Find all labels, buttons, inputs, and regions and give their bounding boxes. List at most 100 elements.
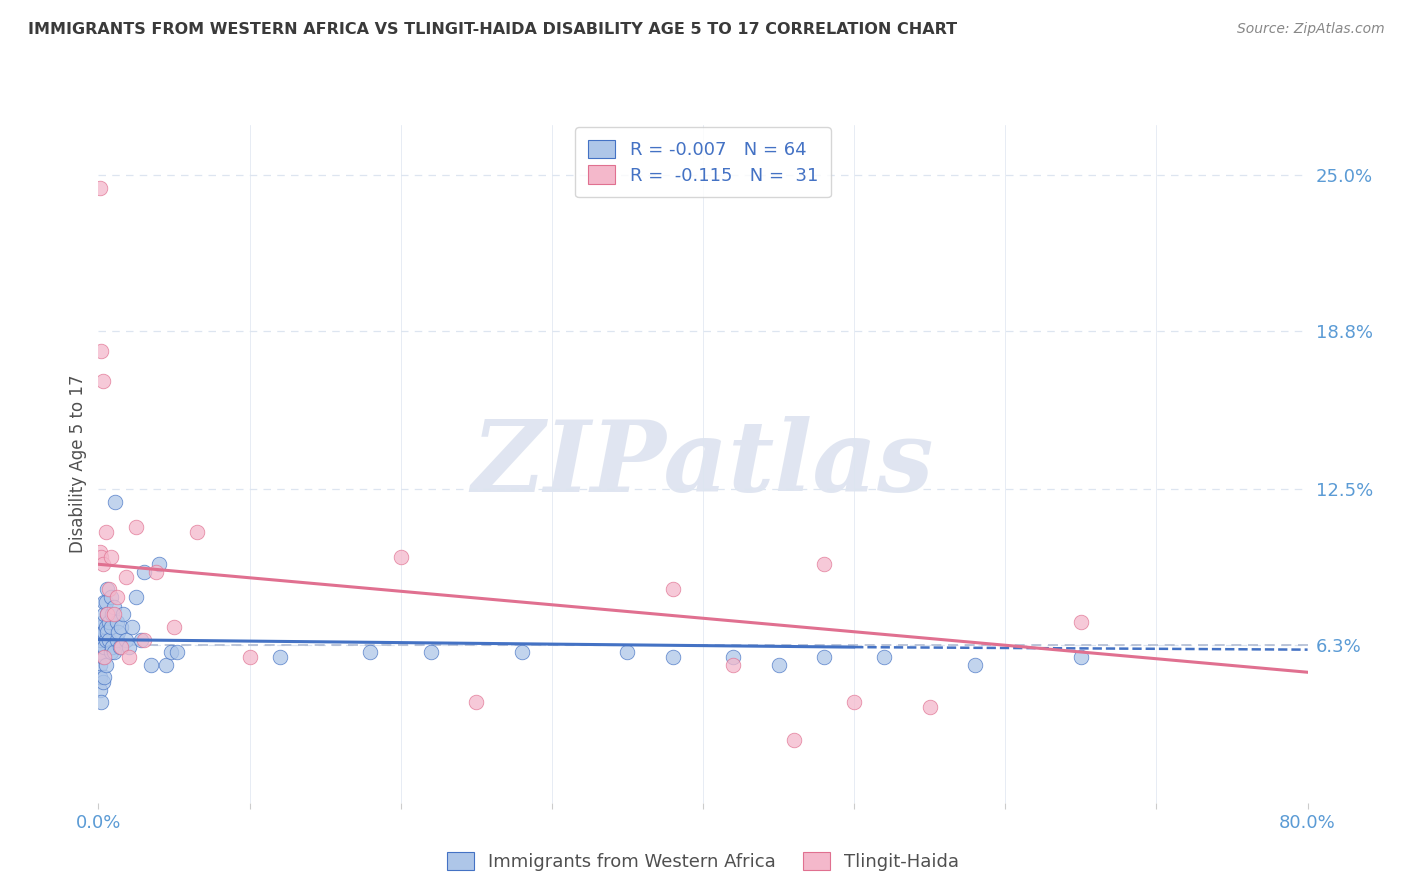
Point	[103, 599, 125, 614]
Point	[110, 620, 132, 634]
Point	[98, 632, 121, 647]
Point	[360, 645, 382, 659]
Point	[465, 695, 488, 709]
Point	[105, 590, 128, 604]
Point	[114, 632, 136, 647]
Point	[94, 620, 117, 634]
Point	[98, 582, 121, 597]
Point	[100, 620, 122, 634]
Point	[90, 695, 112, 709]
Point	[723, 657, 745, 672]
Point	[155, 657, 177, 672]
Point	[96, 625, 118, 640]
Point	[89, 682, 111, 697]
Point	[94, 657, 117, 672]
Text: IMMIGRANTS FROM WESTERN AFRICA VS TLINGIT-HAIDA DISABILITY AGE 5 TO 17 CORRELATI: IMMIGRANTS FROM WESTERN AFRICA VS TLINGI…	[28, 22, 957, 37]
Point	[89, 632, 111, 647]
Point	[96, 607, 118, 622]
Point	[145, 565, 167, 579]
Point	[101, 607, 124, 622]
Point	[100, 549, 122, 564]
Point	[132, 632, 155, 647]
Point	[1070, 650, 1092, 665]
Point	[90, 620, 112, 634]
Point	[160, 645, 183, 659]
Point	[89, 657, 111, 672]
Legend: R = -0.007   N = 64, R =  -0.115   N =  31: R = -0.007 N = 64, R = -0.115 N = 31	[575, 128, 831, 197]
Point	[118, 640, 141, 654]
Point	[105, 615, 128, 629]
Point	[90, 632, 112, 647]
Point	[90, 645, 112, 659]
Point	[269, 650, 291, 665]
Point	[89, 180, 111, 194]
Point	[93, 625, 115, 640]
Point	[813, 650, 835, 665]
Point	[186, 524, 208, 539]
Point	[918, 700, 941, 714]
Point	[141, 657, 163, 672]
Point	[98, 615, 121, 629]
Point	[118, 650, 141, 665]
Point	[91, 615, 114, 629]
Point	[91, 374, 114, 388]
Point	[121, 620, 143, 634]
Y-axis label: Disability Age 5 to 17: Disability Age 5 to 17	[69, 375, 87, 553]
Point	[783, 733, 806, 747]
Point	[420, 645, 443, 659]
Point	[110, 640, 132, 654]
Point	[768, 657, 790, 672]
Point	[91, 558, 114, 572]
Point	[90, 343, 112, 358]
Point	[163, 620, 186, 634]
Point	[91, 650, 114, 665]
Point	[723, 650, 745, 665]
Point	[166, 645, 188, 659]
Point	[965, 657, 987, 672]
Point	[114, 570, 136, 584]
Point	[101, 640, 124, 654]
Point	[103, 645, 125, 659]
Point	[90, 549, 112, 564]
Point	[510, 645, 533, 659]
Point	[107, 625, 129, 640]
Point	[616, 645, 638, 659]
Point	[125, 519, 148, 533]
Point	[93, 670, 115, 684]
Point	[89, 645, 111, 659]
Point	[96, 582, 118, 597]
Point	[105, 632, 128, 647]
Point	[1070, 615, 1092, 629]
Point	[93, 607, 115, 622]
Point	[813, 558, 835, 572]
Point	[100, 590, 122, 604]
Point	[389, 549, 412, 564]
Point	[662, 582, 685, 597]
Point	[91, 675, 114, 690]
Point	[132, 565, 155, 579]
Point	[93, 640, 115, 654]
Point	[94, 632, 117, 647]
Point	[873, 650, 896, 665]
Point	[111, 607, 134, 622]
Point	[93, 650, 115, 665]
Point	[125, 590, 148, 604]
Point	[89, 670, 111, 684]
Point	[148, 558, 170, 572]
Text: ZIPatlas: ZIPatlas	[472, 416, 934, 512]
Point	[96, 607, 118, 622]
Point	[94, 595, 117, 609]
Point	[662, 650, 685, 665]
Point	[94, 524, 117, 539]
Point	[239, 650, 262, 665]
Point	[103, 607, 125, 622]
Legend: Immigrants from Western Africa, Tlingit-Haida: Immigrants from Western Africa, Tlingit-…	[439, 845, 967, 879]
Point	[844, 695, 866, 709]
Point	[89, 545, 111, 559]
Point	[91, 625, 114, 640]
Point	[100, 645, 122, 659]
Text: Source: ZipAtlas.com: Source: ZipAtlas.com	[1237, 22, 1385, 37]
Point	[108, 640, 131, 654]
Point	[104, 494, 127, 508]
Point	[129, 632, 152, 647]
